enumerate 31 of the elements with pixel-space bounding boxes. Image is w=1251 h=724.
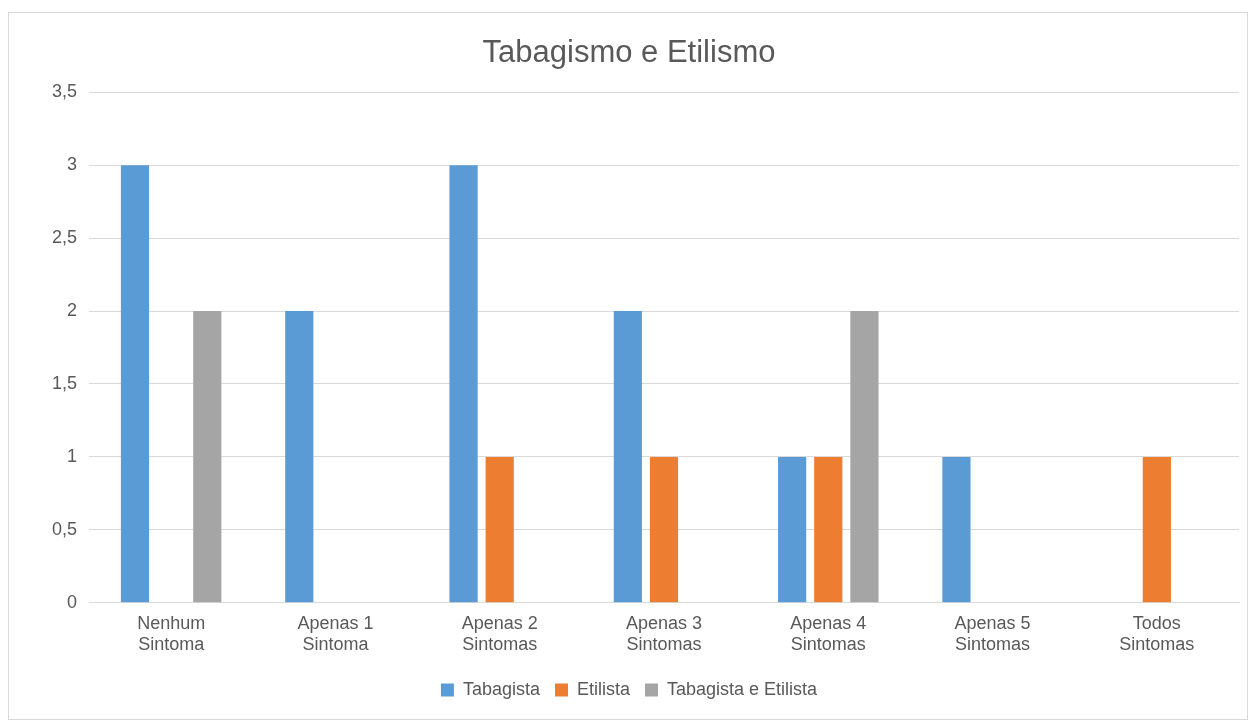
x-tick-label: Nenhum Sintoma: [137, 612, 206, 655]
x-tick-label: Apenas 4 Sintomas: [790, 612, 867, 655]
bar: [449, 165, 478, 603]
legend-label: Tabagista: [462, 678, 541, 699]
bar: [120, 165, 150, 603]
chart-title: Tabagismo e Etilismo: [482, 34, 776, 70]
x-tick-label: Todos Sintomas: [1119, 612, 1195, 655]
bar: [285, 311, 314, 603]
x-tick-label: Apenas 5 Sintomas: [954, 612, 1031, 655]
x-tick-label: Apenas 2 Sintomas: [461, 612, 538, 655]
x-tick-label: Apenas 1 Sintoma: [297, 612, 374, 655]
y-tick-label: 3,5: [51, 81, 77, 102]
bar: [778, 456, 807, 603]
bar: [613, 311, 642, 603]
bar: [814, 456, 843, 603]
bar: [649, 456, 679, 603]
bar: [485, 456, 514, 603]
x-tick-label: Apenas 3 Sintomas: [625, 612, 703, 655]
y-tick-label: 3: [66, 154, 77, 175]
y-tick-label: 0,5: [51, 518, 77, 539]
bar: [942, 456, 971, 603]
bar: [850, 311, 879, 603]
legend-label: Etilista: [576, 678, 631, 699]
y-tick-label: 1: [66, 445, 77, 466]
bar: [1142, 456, 1171, 603]
y-tick-label: 2: [66, 300, 77, 320]
legend-label: Tabagista e Etilista: [666, 678, 819, 699]
y-tick-label: 2,5: [51, 227, 77, 248]
y-tick-label: 0: [66, 591, 77, 612]
y-tick-label: 1,5: [51, 372, 77, 393]
bar: [193, 311, 222, 603]
